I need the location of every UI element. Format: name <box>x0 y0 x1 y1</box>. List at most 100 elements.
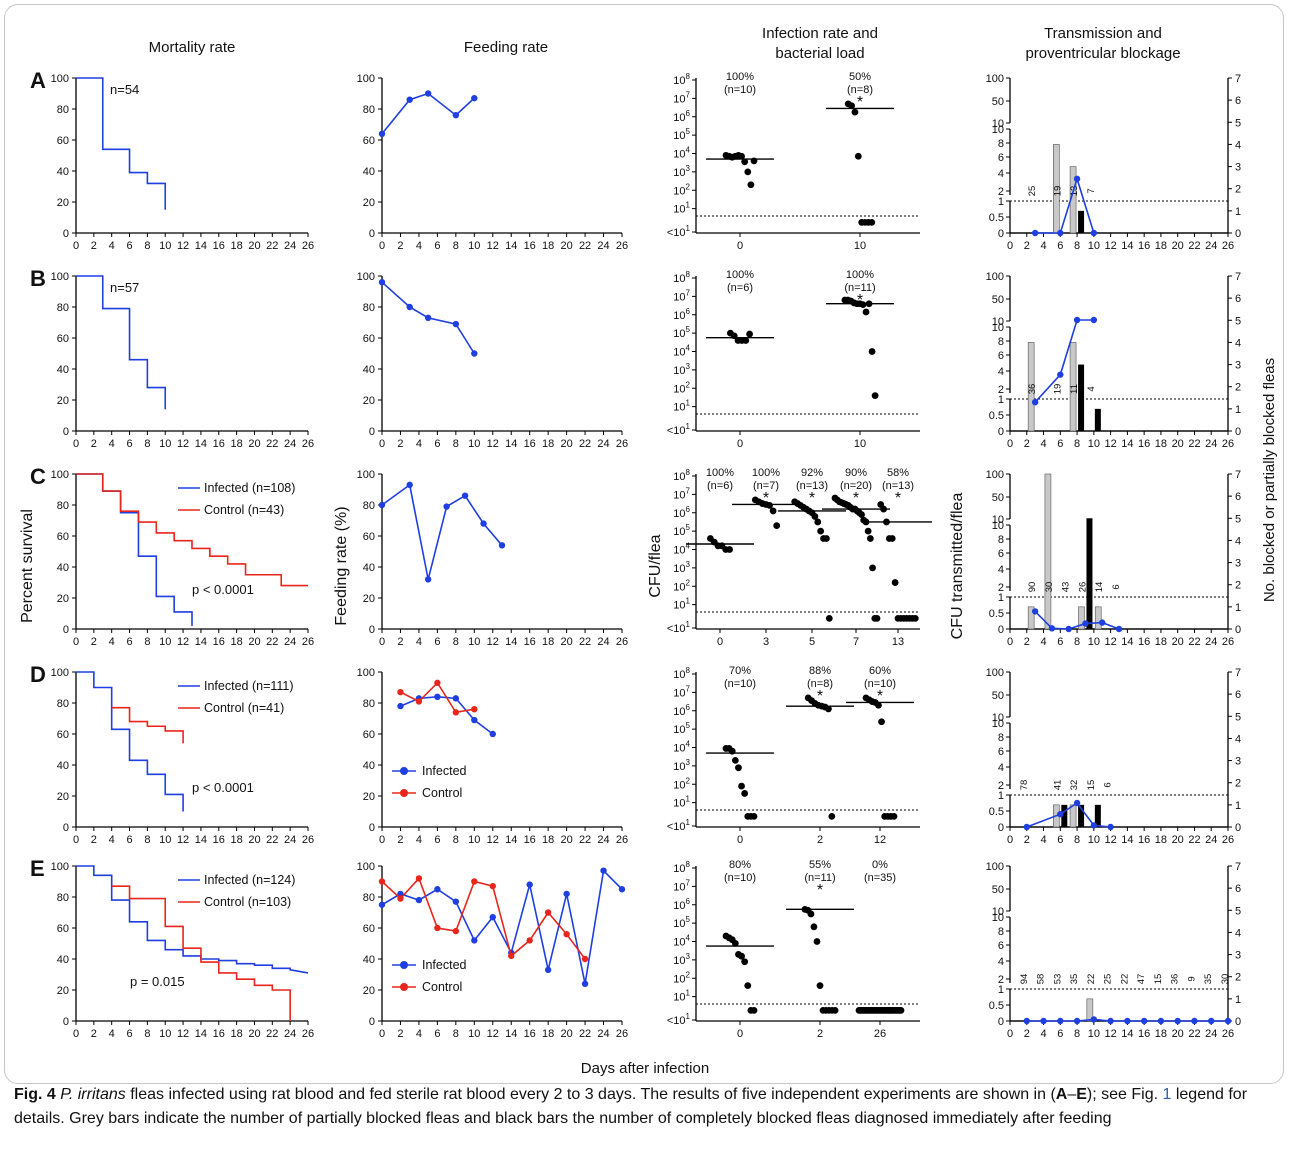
y-tick-label: 20 <box>363 593 375 605</box>
y-tick-label: 1 <box>998 592 1004 604</box>
fleas-tested-label: 94 <box>1019 974 1030 985</box>
feeding-point <box>489 913 496 921</box>
x-tick-label: 24 <box>597 834 609 846</box>
right-tick-label: 7 <box>1235 271 1241 283</box>
transmission-point <box>1023 1017 1030 1025</box>
y-tick-label: 10 <box>992 124 1004 136</box>
right-tick-label: 6 <box>1235 689 1241 701</box>
feeding-point <box>424 90 432 97</box>
x-tick-label: 10 <box>1088 636 1100 648</box>
sample-size-annotation: n=57 <box>110 280 139 295</box>
fleas-tested-label: 43 <box>1061 582 1072 593</box>
caption-figure-ref[interactable]: 1 <box>1162 1086 1172 1103</box>
feeding-line-control <box>381 876 586 960</box>
transmission-point <box>1115 625 1123 633</box>
y-tick-label: 0 <box>998 1016 1004 1028</box>
fleas-tested-label: 32 <box>1069 780 1080 791</box>
x-tick-label: 10 <box>159 438 171 450</box>
y-tick-label: 6 <box>998 746 1004 758</box>
transmission-point <box>1157 1017 1165 1025</box>
y-tick-label: 6 <box>998 548 1004 560</box>
y-tick-label: 1 <box>998 984 1004 996</box>
sample-size-label: (n=7) <box>753 480 779 492</box>
x-tick-label: 4 <box>1040 438 1046 450</box>
partial-blocked-bar <box>1069 804 1077 828</box>
transmission-point <box>1090 822 1098 829</box>
fleas-tested-label: 25 <box>1027 186 1038 197</box>
x-tick-label: 6 <box>126 636 132 648</box>
right-tick-label: 3 <box>1235 558 1241 570</box>
y-tick-label: 20 <box>57 197 69 209</box>
transmission-point <box>1031 229 1039 237</box>
y-tick-label: 20 <box>363 985 375 997</box>
x-tick-label: 8 <box>453 636 459 648</box>
cfu-point <box>911 615 919 622</box>
survival-curve-infected <box>76 671 184 812</box>
y-tick-label: 60 <box>363 531 375 543</box>
legend-label: Control <box>422 980 462 994</box>
caption-part3: legend for details. Grey bars indicate t… <box>14 1086 1248 1127</box>
y-tick-label: 80 <box>363 500 375 512</box>
x-tick-label: 6 <box>126 834 132 846</box>
legend-marker <box>400 961 408 969</box>
fleas-tested-label: 9 <box>1186 976 1197 981</box>
y-tick-label: 50 <box>992 96 1004 108</box>
x-tick-label: 2 <box>1024 1028 1030 1040</box>
x-tick-label: 4 <box>416 438 422 450</box>
feeding-point <box>406 303 413 311</box>
y-tick-label: 104 <box>673 740 690 755</box>
feeding-point <box>526 881 533 888</box>
x-tick-label: 16 <box>524 834 536 846</box>
right-tick-label: 5 <box>1235 315 1241 327</box>
x-tick-label: 12 <box>177 240 189 252</box>
legend-marker <box>400 767 408 775</box>
y-tick-label: 60 <box>363 923 375 935</box>
x-tick-label: 16 <box>1138 438 1150 450</box>
feeding-point <box>452 709 460 716</box>
x-tick-label: 8 <box>144 1028 150 1040</box>
cfu-point <box>811 513 819 520</box>
x-tick-label: 4 <box>416 240 422 252</box>
feeding-point <box>452 320 460 328</box>
y-tick-label: <101 <box>667 224 691 239</box>
x-tick-label: 16 <box>1138 636 1150 648</box>
x-tick-label: 12 <box>1104 438 1116 450</box>
infection-rate-label: 88% <box>809 665 831 677</box>
feeding-point <box>563 931 570 938</box>
x-tick-label: 18 <box>1155 438 1167 450</box>
transmission-point <box>1090 316 1098 324</box>
y-tick-label: 80 <box>57 500 69 512</box>
x-tick-label: 26 <box>1222 636 1234 648</box>
x-tick-label: 24 <box>597 240 609 252</box>
x-tick-label: 0 <box>1007 438 1013 450</box>
x-tick-label: 0 <box>73 240 79 252</box>
fleas-tested-label: 14 <box>1094 582 1105 593</box>
x-tick-label: 14 <box>505 240 517 252</box>
y-tick-label: 100 <box>357 861 375 873</box>
fleas-tested-label: 58 <box>1036 974 1047 985</box>
feeding-point <box>397 895 404 902</box>
x-tick-label: 0 <box>73 1028 79 1040</box>
y-tick-label: 40 <box>57 954 69 966</box>
x-tick-label: 22 <box>1188 438 1200 450</box>
x-tick-label: 26 <box>1222 438 1234 450</box>
x-tick-label: 20 <box>248 240 260 252</box>
x-tick-label: 6 <box>1057 240 1063 252</box>
y-tick-label: 60 <box>57 333 69 345</box>
panel-label-A: A <box>30 68 46 93</box>
x-tick-label: 16 <box>213 834 225 846</box>
partial-blocked-bar <box>1078 606 1085 630</box>
right-tick-label: 1 <box>1235 206 1241 218</box>
y-tick-label: 100 <box>357 667 375 679</box>
x-tick-label: 6 <box>1057 636 1063 648</box>
y-tick-label: 20 <box>363 791 375 803</box>
x-tick-label: 13 <box>892 636 904 648</box>
feeding-point <box>618 886 626 893</box>
y-tick-label: 100 <box>51 861 69 873</box>
cfu-point <box>873 615 881 622</box>
right-tick-label: 4 <box>1235 337 1241 349</box>
x-tick-label: 16 <box>213 240 225 252</box>
x-tick-label: 0 <box>379 636 385 648</box>
caption-bold2: E <box>1076 1086 1087 1103</box>
y-tick-label: 102 <box>673 182 690 197</box>
